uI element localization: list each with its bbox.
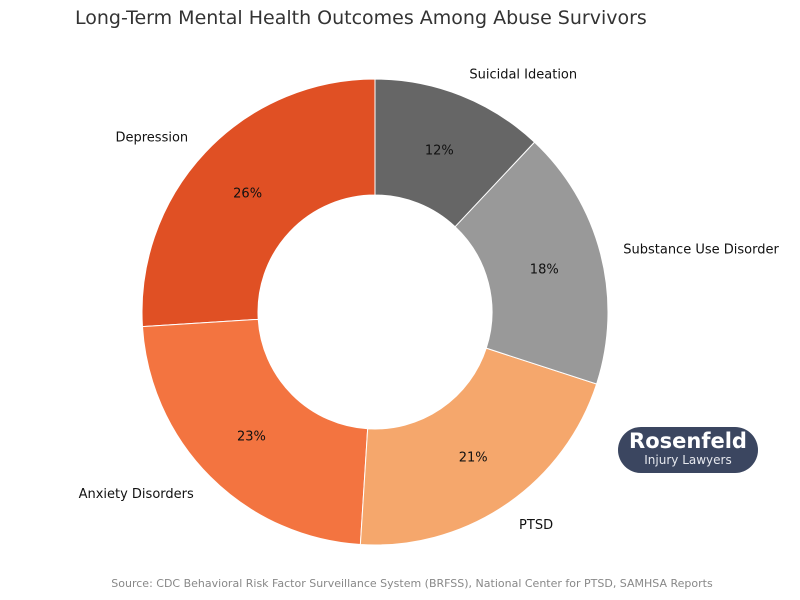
value-label: 23% — [237, 430, 266, 445]
rosenfeld-logo: Rosenfeld Injury Lawyers — [618, 427, 758, 473]
slice-ptsd — [359, 347, 598, 546]
category-label: Substance Use Disorder — [623, 242, 779, 257]
logo-line2: Injury Lawyers — [644, 453, 732, 467]
chart-title: Long-Term Mental Health Outcomes Among A… — [75, 7, 647, 29]
category-label: Depression — [115, 131, 188, 146]
slice-substance-use-disorder — [454, 141, 609, 385]
slice-depression — [141, 78, 376, 328]
category-label: PTSD — [519, 518, 553, 533]
value-label: 18% — [530, 263, 559, 278]
value-label: 26% — [233, 186, 262, 201]
slice-suicidal-ideation — [374, 78, 536, 228]
category-label: Suicidal Ideation — [469, 68, 577, 83]
category-label: Anxiety Disorders — [79, 487, 194, 502]
value-label: 21% — [459, 451, 488, 466]
source-note: Source: CDC Behavioral Risk Factor Surve… — [111, 577, 713, 590]
value-label: 12% — [425, 144, 454, 159]
slice-anxiety-disorders — [141, 318, 369, 546]
logo-line1: Rosenfeld — [629, 429, 747, 453]
